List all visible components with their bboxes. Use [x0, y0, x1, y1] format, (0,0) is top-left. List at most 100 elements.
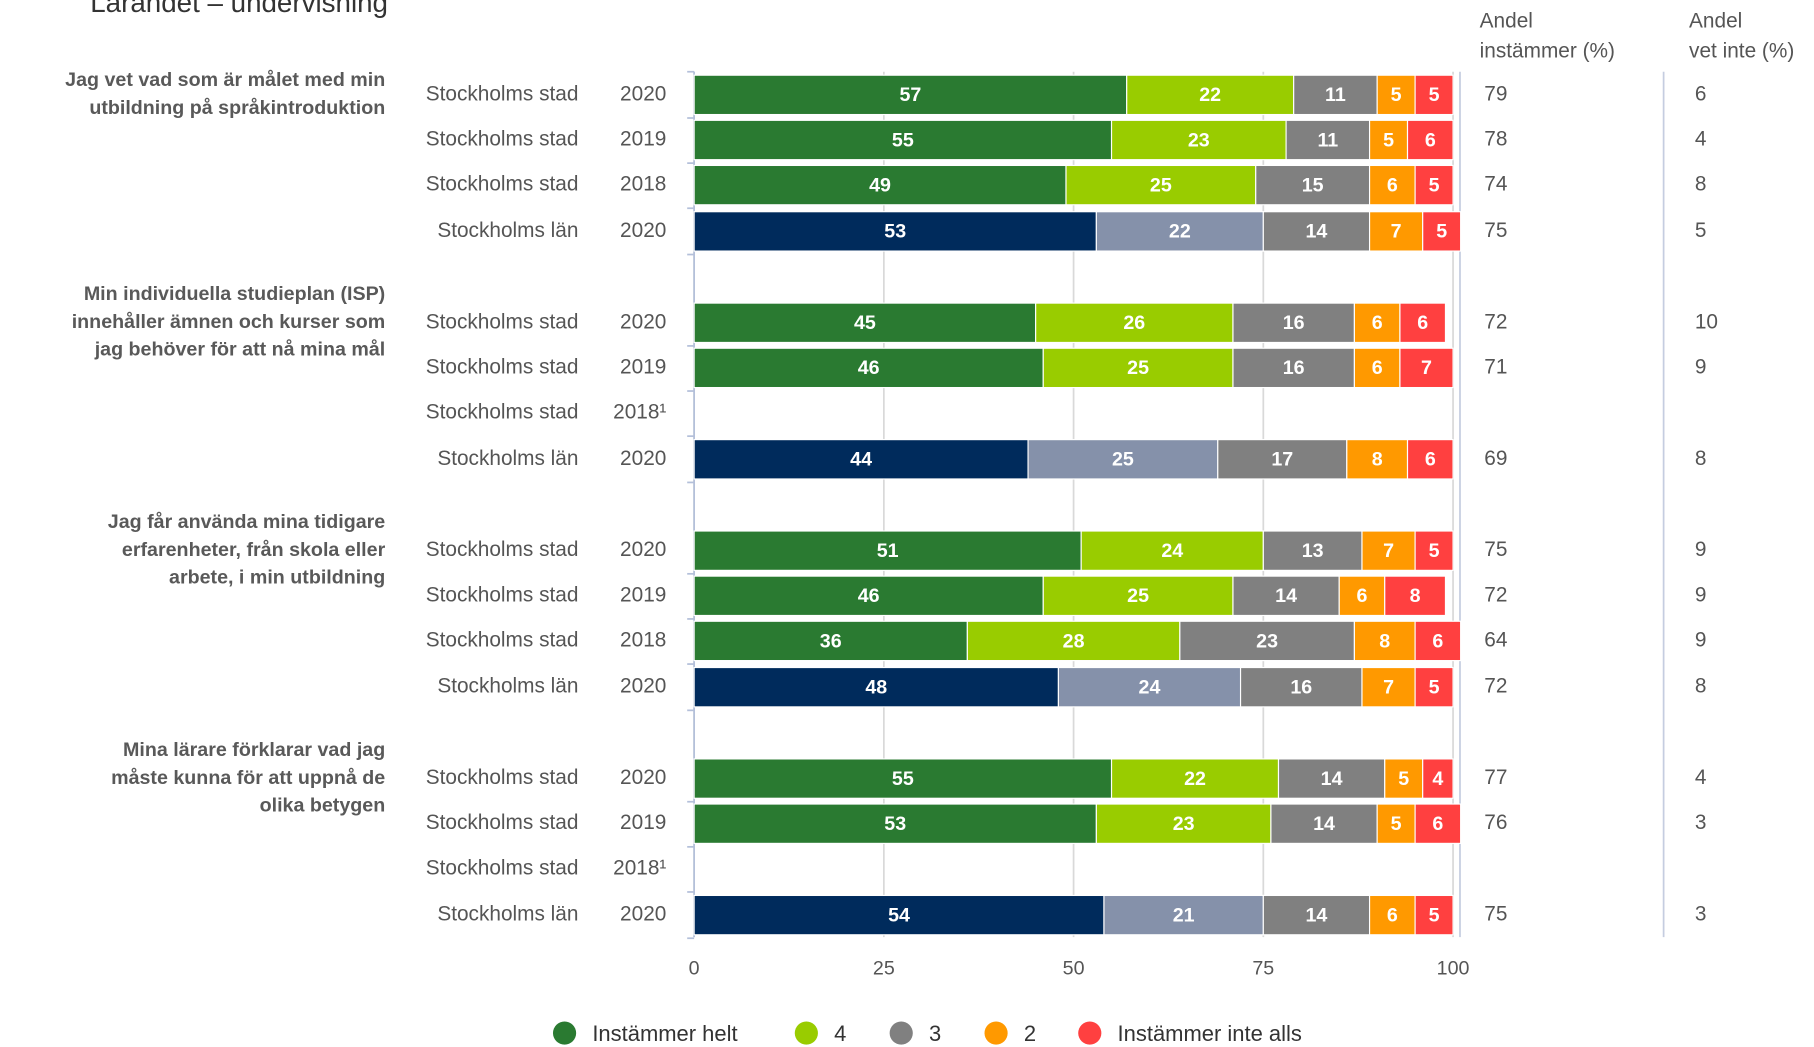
entity-label: Stockholms stad [426, 538, 579, 561]
entity-label: Stockholms stad [426, 127, 579, 150]
data-label: 6 [1357, 585, 1368, 607]
data-label: 48 [865, 677, 887, 699]
question-label: utbildning på språkintroduktion [89, 96, 385, 119]
bar-segment [693, 347, 1044, 389]
data-label: 53 [884, 813, 906, 835]
entity-label: Stockholms stad [426, 628, 579, 651]
data-label: 7 [1383, 540, 1394, 562]
bar-segment [1042, 575, 1234, 617]
data-label: 6 [1432, 630, 1443, 652]
data-label: 14 [1306, 904, 1328, 926]
year-label: 2020 [620, 447, 666, 470]
data-label: 6 [1387, 174, 1398, 196]
data-label: 6 [1425, 449, 1436, 471]
bar-segment [693, 803, 1097, 844]
legend-label: 3 [929, 1021, 941, 1046]
data-label: 25 [1150, 174, 1172, 196]
share-dont-know: 8 [1695, 447, 1707, 470]
bar-segment [1414, 620, 1462, 662]
data-label: 55 [892, 129, 914, 151]
legend-marker [794, 1021, 818, 1045]
bar-segment [1353, 620, 1416, 662]
bar-segment [1232, 347, 1355, 389]
share-dont-know: 9 [1695, 538, 1707, 561]
bar-segment [1262, 894, 1371, 936]
bar-segment [1406, 119, 1454, 161]
bar-segment [1422, 211, 1462, 252]
share-agree: 64 [1484, 628, 1507, 651]
question-label: olika betygen [260, 795, 386, 817]
entity-label: Stockholms stad [426, 856, 579, 879]
bar-segment [693, 119, 1113, 161]
entity-label: Stockholms stad [426, 766, 579, 789]
bar-segment [1368, 164, 1416, 206]
data-label: 7 [1391, 221, 1402, 243]
share-agree: 69 [1484, 447, 1507, 470]
data-label: 36 [820, 630, 842, 652]
share-dont-know: 10 [1695, 310, 1718, 333]
data-label: 16 [1283, 357, 1305, 379]
year-label: 2020 [620, 82, 666, 105]
entity-label: Stockholms län [437, 675, 578, 698]
data-label: 8 [1379, 630, 1390, 652]
data-label: 23 [1188, 129, 1210, 151]
bar-segment [693, 894, 1105, 936]
data-label: 24 [1161, 540, 1183, 562]
share-agree: 75 [1484, 219, 1507, 242]
year-label: 2018 [620, 173, 666, 196]
legend-label: Instämmer helt [592, 1021, 737, 1046]
bar-segment [1353, 302, 1401, 344]
column-header: vet inte (%) [1689, 40, 1794, 63]
bar-segment [966, 620, 1181, 662]
data-label: 22 [1199, 84, 1221, 106]
entity-label: Stockholms stad [426, 310, 579, 333]
question-label: Mina lärare förklarar vad jag [123, 739, 385, 761]
chart-title: Lärandet – undervisning [90, 0, 388, 18]
data-label: 5 [1429, 904, 1440, 926]
bar-segment [1384, 758, 1424, 799]
data-label: 5 [1398, 768, 1409, 790]
data-label: 55 [892, 768, 914, 790]
data-label: 5 [1383, 129, 1394, 151]
bar-segment [693, 530, 1082, 571]
year-label: 2018¹ [613, 401, 666, 424]
entity-label: Stockholms län [437, 447, 578, 470]
data-label: 57 [899, 84, 921, 106]
data-label: 11 [1325, 84, 1346, 106]
year-label: 2020 [620, 219, 666, 242]
data-label: 5 [1429, 174, 1440, 196]
data-label: 5 [1391, 813, 1402, 835]
share-agree: 79 [1484, 82, 1507, 105]
data-label: 7 [1383, 677, 1394, 699]
data-label: 16 [1290, 677, 1312, 699]
question-label: Jag får använda mina tidigare [108, 510, 386, 533]
year-label: 2020 [620, 310, 666, 333]
question-label: Jag vet vad som är målet med min [65, 68, 385, 91]
data-label: 23 [1256, 630, 1278, 652]
data-label: 16 [1283, 312, 1305, 334]
data-label: 51 [877, 540, 899, 562]
bar-segment [1414, 74, 1454, 116]
bar-segment [1065, 164, 1257, 206]
share-agree: 72 [1484, 675, 1507, 698]
entity-label: Stockholms stad [426, 401, 579, 424]
share-dont-know: 3 [1695, 903, 1707, 926]
data-label: 26 [1123, 312, 1145, 334]
legend-label: 2 [1024, 1021, 1036, 1046]
bar-segment [1103, 894, 1264, 936]
year-label: 2020 [620, 903, 666, 926]
bar-segment [1376, 74, 1416, 116]
question-label: arbete, i min utbildning [169, 567, 385, 589]
year-label: 2019 [620, 355, 666, 378]
bar-segment [1422, 758, 1454, 799]
share-agree: 75 [1484, 538, 1507, 561]
data-label: 6 [1372, 312, 1383, 334]
bar-segment [1095, 211, 1264, 252]
data-label: 6 [1387, 904, 1398, 926]
column-header: instämmer (%) [1480, 40, 1615, 63]
data-label: 5 [1429, 540, 1440, 562]
question-label: Min individuella studieplan (ISP) [84, 283, 385, 305]
data-label: 7 [1421, 357, 1432, 379]
bar-segment [1239, 666, 1363, 708]
data-label: 21 [1173, 904, 1195, 926]
